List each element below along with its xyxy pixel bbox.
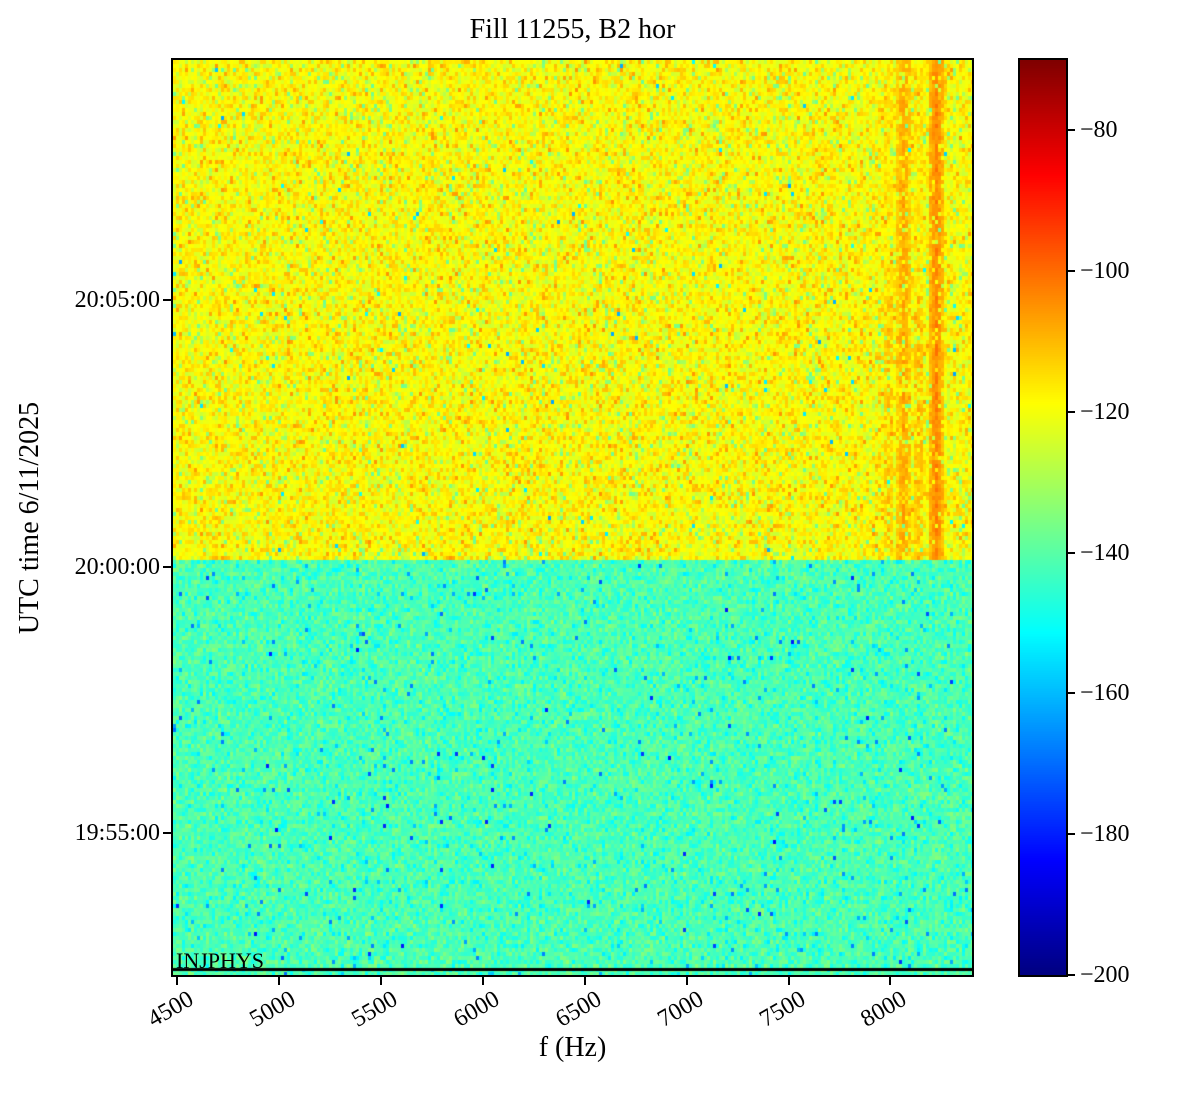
x-axis-label: f (Hz) <box>538 1032 607 1063</box>
y-tick-label: 20:05:00 <box>74 286 160 313</box>
injphys-annotation: INJPHYS <box>176 948 265 973</box>
y-tick-mark <box>163 565 171 568</box>
y-tick-mark <box>163 832 171 835</box>
colorbar-tick-mark <box>1068 270 1075 273</box>
colorbar-tick-mark <box>1068 410 1075 413</box>
x-tick-label: 8000 <box>856 986 912 1033</box>
x-tick-mark <box>787 977 790 985</box>
x-tick-mark <box>379 977 382 985</box>
colorbar-tick-label: −120 <box>1080 398 1130 425</box>
y-axis-label: UTC time 6/11/2025 <box>14 401 46 634</box>
x-tick-label: 6000 <box>449 986 504 1033</box>
x-tick-label: 5500 <box>347 986 402 1033</box>
y-tick-mark <box>163 298 171 301</box>
colorbar-tick-mark <box>1068 692 1075 695</box>
x-tick-mark <box>583 977 586 985</box>
colorbar-tick-label: −160 <box>1080 680 1130 707</box>
x-tick-mark <box>889 977 892 985</box>
colorbar-tick-label: −80 <box>1080 117 1118 144</box>
colorbar-tick-label: −140 <box>1080 539 1130 566</box>
colorbar-tick-mark <box>1068 551 1075 554</box>
x-tick-mark <box>685 977 688 985</box>
x-tick-label: 5000 <box>245 986 300 1033</box>
x-tick-mark <box>277 977 280 985</box>
colorbar-tick-label: −180 <box>1080 821 1130 848</box>
colorbar-tick-label: −200 <box>1080 962 1130 988</box>
colorbar-tick-mark <box>1068 129 1075 132</box>
x-tick-label: 7000 <box>653 986 708 1033</box>
colorbar <box>1020 60 1066 975</box>
x-tick-label: 4500 <box>143 986 199 1033</box>
colorbar-tick-label: −100 <box>1080 258 1130 285</box>
colorbar-tick-mark <box>1068 833 1075 836</box>
y-tick-label: 20:00:00 <box>74 553 160 580</box>
spectrogram-heatmap <box>173 60 972 975</box>
x-tick-label: 7500 <box>754 986 810 1033</box>
colorbar-tick-mark <box>1068 974 1075 976</box>
y-tick-label: 19:55:00 <box>74 820 160 847</box>
x-tick-mark <box>176 977 179 985</box>
x-tick-mark <box>481 977 484 985</box>
plot-title: Fill 11255, B2 hor <box>469 14 676 45</box>
x-tick-label: 6500 <box>551 986 606 1033</box>
